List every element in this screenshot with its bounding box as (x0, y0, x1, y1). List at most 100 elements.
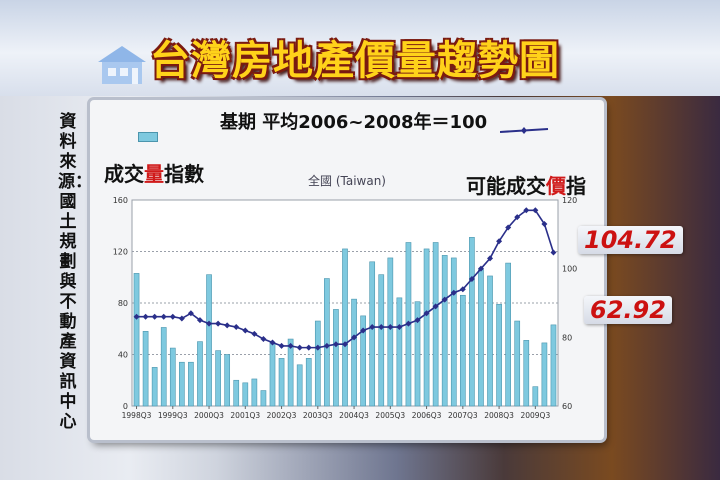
house-icon (98, 46, 146, 84)
price-point (432, 303, 439, 310)
price-point (414, 317, 421, 324)
x-tick-label: 1998Q3 (122, 411, 152, 420)
x-tick-label: 2008Q3 (484, 411, 514, 420)
chart: 0 40 80 120 160 60 80 100 120 1998Q3 1999Q3 2000Q3 2… (113, 196, 578, 420)
volume-bar (233, 379, 240, 407)
volume-bar (169, 347, 176, 407)
volume-bar (450, 257, 457, 407)
page-title: 台灣房地產價量趨勢圖 (150, 38, 560, 84)
source-text: 資料來源：國土規劃與不動產資訊中心 (58, 112, 92, 432)
price-point (550, 249, 557, 256)
volume-bar (188, 361, 194, 407)
x-tick-label: 2003Q3 (303, 411, 333, 420)
volume-bar (432, 242, 439, 407)
volume-bar (414, 301, 421, 407)
x-tick-label: 1999Q3 (158, 411, 188, 420)
price-point (396, 324, 403, 331)
price-point (224, 322, 231, 329)
price-point (278, 342, 285, 349)
region-label: 全國 (Taiwan) (308, 174, 386, 188)
volume-bar (215, 350, 221, 407)
volume-bar (487, 275, 493, 407)
price-point (332, 341, 339, 348)
price-point (378, 324, 385, 331)
price-point (423, 310, 430, 317)
price-point (441, 296, 448, 303)
y-right-tick-label: 120 (562, 196, 577, 205)
price-point (369, 324, 376, 331)
x-tick-label: 2000Q3 (194, 411, 224, 420)
volume-bar (206, 274, 212, 407)
price-point (496, 238, 503, 245)
volume-bar (550, 324, 557, 407)
volume-bar (224, 354, 231, 407)
volume-index-label: 成交量指數 (104, 162, 204, 186)
price-point (206, 320, 213, 327)
y-left-tick-label: 0 (123, 402, 128, 411)
volume-bar (179, 361, 185, 407)
price-point (187, 310, 194, 317)
price-point (151, 313, 158, 320)
price-point (360, 327, 367, 334)
volume-bar (160, 327, 167, 407)
price-point (541, 221, 548, 228)
volume-bar (505, 262, 511, 407)
price-point (351, 334, 358, 341)
x-tick-label: 2002Q3 (267, 411, 297, 420)
volume-bar (342, 248, 348, 407)
volume-bar (333, 309, 339, 407)
price-point (487, 255, 494, 262)
x-tick-label: 2004Q3 (339, 411, 369, 420)
x-tick-label: 2009Q3 (520, 411, 550, 420)
volume-bar (251, 378, 258, 407)
legend-bar-swatch (138, 132, 158, 142)
volume-bar (296, 364, 303, 407)
y-left-tick-label: 40 (118, 351, 128, 360)
volume-bar (133, 273, 140, 407)
volume-bar (142, 331, 149, 407)
volume-bar (496, 303, 502, 407)
price-point (215, 320, 222, 327)
volume-bar (396, 297, 403, 407)
price-point (178, 315, 185, 322)
price-point (405, 320, 412, 327)
price-point (133, 313, 140, 320)
price-point (523, 207, 530, 214)
price-point (514, 214, 521, 221)
base-period-label: 基期 平均2006~2008年＝100 (220, 112, 488, 133)
volume-bar (478, 269, 484, 407)
y-left-tick-label: 80 (118, 299, 128, 308)
price-point (242, 327, 249, 334)
price-point (387, 324, 394, 331)
volume-bar (541, 342, 548, 407)
price-point (233, 324, 240, 331)
price-point (260, 336, 267, 343)
price-callout: 104.72 (578, 226, 683, 254)
price-point (477, 265, 484, 272)
price-point (323, 342, 330, 349)
y-right-tick-label: 80 (562, 333, 572, 342)
price-point (314, 344, 321, 351)
volume-bar (242, 382, 249, 407)
volume-bar (378, 274, 385, 407)
volume-bar (523, 340, 530, 407)
price-point (251, 330, 258, 337)
volume-bar (469, 237, 475, 407)
y-left-tick-label: 120 (113, 248, 128, 257)
volume-bar (423, 248, 430, 407)
y-left-tick-label: 160 (113, 196, 128, 205)
volume-bar (360, 315, 366, 407)
price-point (160, 313, 167, 320)
y-right-tick-label: 60 (562, 402, 572, 411)
volume-bar (532, 386, 539, 407)
volume-bar (459, 294, 466, 407)
x-tick-label: 2007Q3 (448, 411, 478, 420)
price-point (287, 342, 294, 349)
price-point (342, 341, 348, 348)
price-point (450, 289, 457, 296)
volume-bar (305, 358, 312, 407)
price-point (142, 313, 149, 320)
volume-bar (287, 338, 294, 407)
price-point (305, 344, 312, 351)
price-point (269, 339, 276, 346)
